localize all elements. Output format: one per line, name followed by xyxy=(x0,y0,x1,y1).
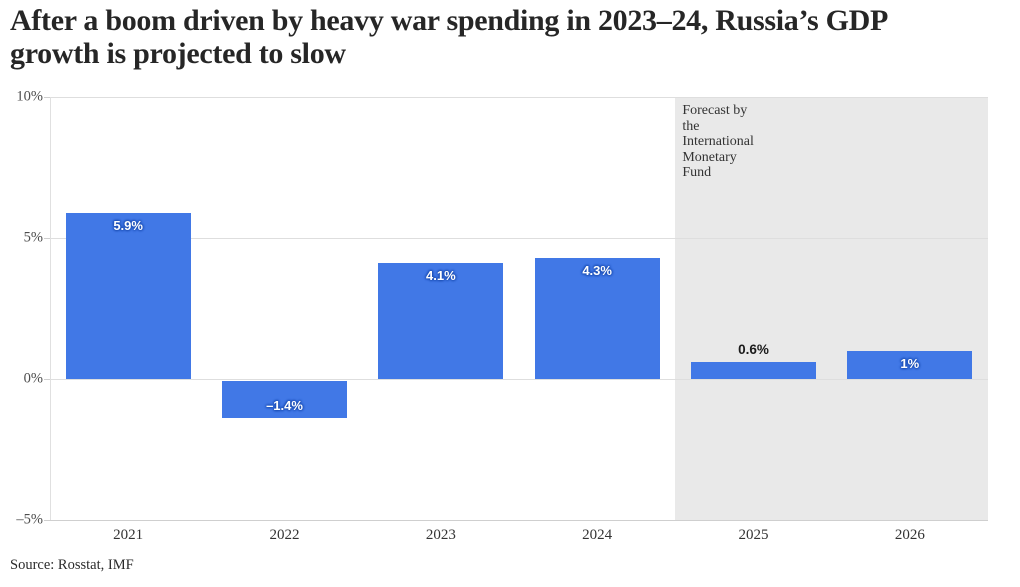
gridline-5 xyxy=(50,238,988,239)
x-tick-label-2023: 2023 xyxy=(425,527,456,543)
gridline-10 xyxy=(50,97,988,98)
bar-value-label-2024: 4.3% xyxy=(582,262,612,278)
x-tick-label-2024: 2024 xyxy=(582,527,613,543)
x-tick-label-2026: 2026 xyxy=(894,527,925,543)
bar-2023 xyxy=(378,263,504,379)
bar-value-label-2025: 0.6% xyxy=(738,342,769,358)
bar-value-label-2023: 4.1% xyxy=(426,268,456,284)
forecast-region xyxy=(675,97,988,520)
bar-2024 xyxy=(534,257,660,379)
chart-title: After a boom driven by heavy war spendin… xyxy=(10,4,889,70)
bar-2022 xyxy=(222,381,347,419)
bar-2026 xyxy=(847,350,973,379)
gridline--5 xyxy=(50,520,988,521)
gridline-0 xyxy=(50,379,988,380)
y-axis-tick xyxy=(44,97,50,98)
y-axis-tick xyxy=(44,379,50,380)
bar-value-label-2026: 1% xyxy=(900,355,920,371)
y-tick-label: 10% xyxy=(16,88,43,105)
y-tick-label: 0% xyxy=(23,370,43,387)
bar-2021 xyxy=(65,212,191,379)
source-note: Source: Rosstat, IMF xyxy=(10,557,134,573)
y-axis-tick xyxy=(44,520,50,521)
bar-2025 xyxy=(691,362,816,379)
y-tick-label: –5% xyxy=(16,511,43,528)
x-tick-label-2022: 2022 xyxy=(269,527,300,543)
forecast-annotation: Forecast by the International Monetary F… xyxy=(682,103,754,180)
x-tick-label-2025: 2025 xyxy=(738,527,769,543)
bar-value-label-2022: –1.4% xyxy=(266,398,303,414)
y-axis-tick xyxy=(44,238,50,239)
x-tick-label-2021: 2021 xyxy=(113,527,144,543)
bar-value-label-2021: 5.9% xyxy=(113,217,143,233)
y-axis-line xyxy=(50,97,51,520)
y-tick-label: 5% xyxy=(23,229,43,246)
